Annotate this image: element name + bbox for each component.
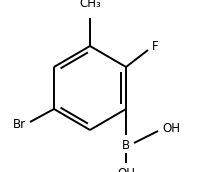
Text: CH₃: CH₃ (79, 0, 101, 10)
Text: F: F (152, 40, 159, 53)
Text: OH: OH (162, 121, 180, 135)
Text: OH: OH (117, 167, 135, 172)
Text: B: B (122, 139, 130, 152)
Text: Br: Br (13, 119, 26, 132)
